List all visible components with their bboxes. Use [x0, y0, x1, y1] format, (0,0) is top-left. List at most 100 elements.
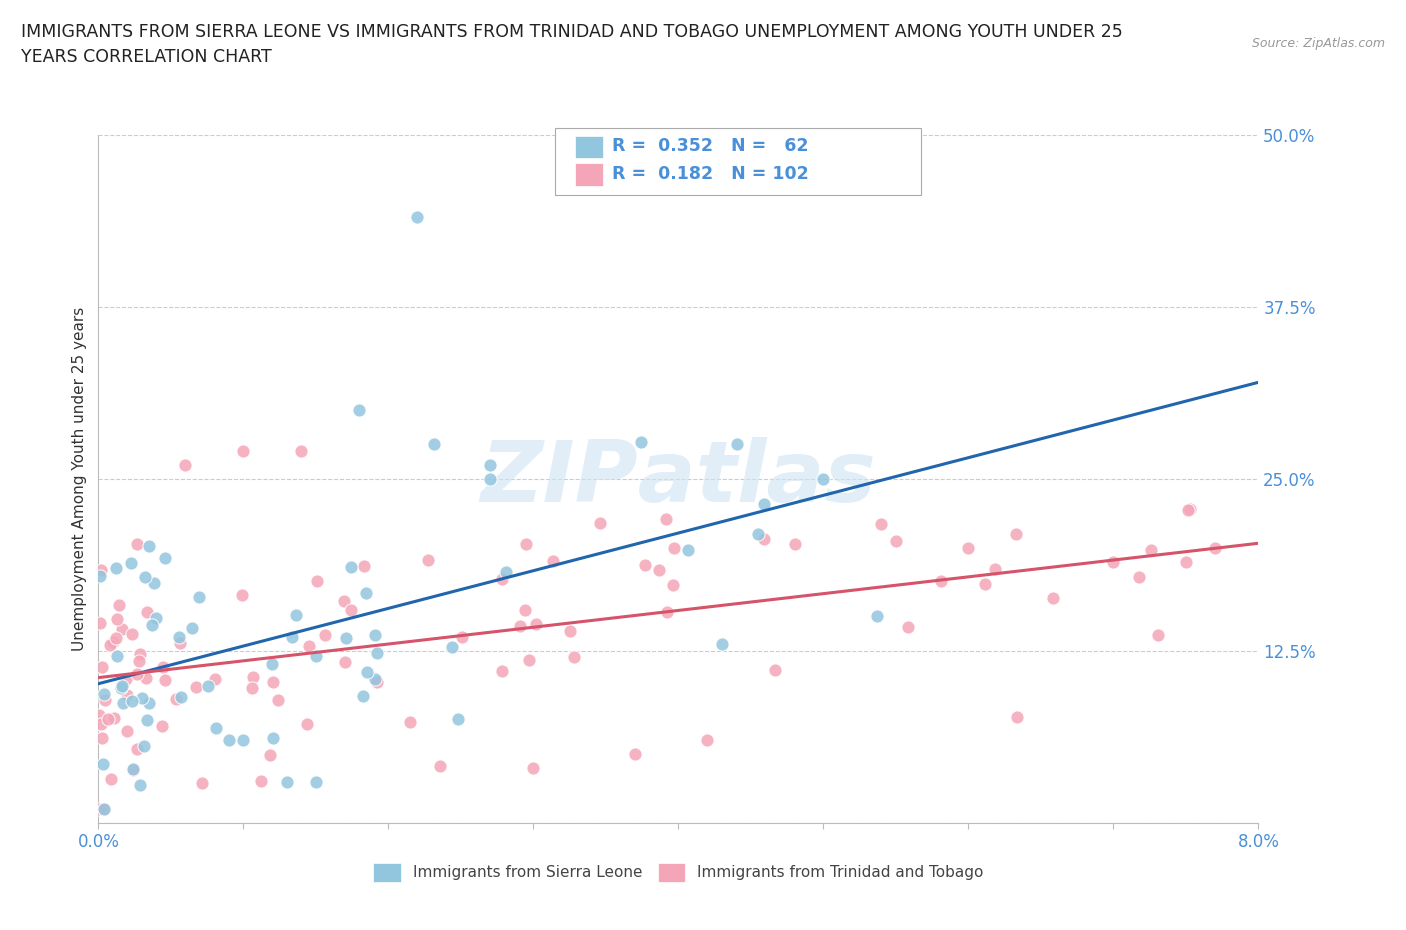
Point — [725, 436, 748, 451]
Point — [121, 626, 143, 641]
Point — [135, 671, 157, 685]
Point — [747, 526, 769, 541]
Point — [249, 774, 271, 789]
Point — [115, 724, 138, 738]
Point — [152, 659, 174, 674]
Point — [122, 763, 145, 777]
Point — [104, 561, 127, 576]
Point — [1204, 540, 1226, 555]
Point — [440, 640, 463, 655]
Point — [366, 674, 388, 689]
Point — [112, 696, 135, 711]
Point — [763, 662, 786, 677]
Point — [869, 517, 891, 532]
Point — [105, 611, 128, 626]
Point — [174, 458, 197, 472]
Point — [93, 686, 115, 701]
Point — [1005, 526, 1028, 541]
Point — [416, 552, 439, 567]
Point — [120, 555, 142, 570]
Point — [262, 675, 284, 690]
Point — [110, 681, 132, 696]
Point — [128, 654, 150, 669]
Point — [153, 551, 176, 565]
Point — [297, 716, 319, 731]
Point — [524, 617, 547, 631]
Point — [333, 655, 356, 670]
Point — [104, 631, 127, 645]
Point — [648, 563, 671, 578]
Point — [89, 616, 111, 631]
Point — [491, 664, 513, 679]
Point — [89, 569, 111, 584]
Point — [138, 696, 160, 711]
Point — [1140, 542, 1163, 557]
Point — [314, 628, 336, 643]
Point — [630, 434, 652, 449]
Point — [696, 733, 718, 748]
Point — [121, 694, 143, 709]
Point — [865, 609, 887, 624]
Point — [184, 680, 207, 695]
Point — [191, 776, 214, 790]
Point — [340, 560, 363, 575]
Point — [973, 577, 995, 591]
Point — [276, 775, 298, 790]
Point — [97, 711, 120, 726]
Point — [522, 761, 544, 776]
Point — [90, 659, 112, 674]
Point — [136, 712, 159, 727]
Point — [131, 690, 153, 705]
Point — [188, 590, 211, 604]
Point — [634, 558, 657, 573]
Point — [93, 802, 115, 817]
Point — [205, 721, 228, 736]
Point — [100, 772, 122, 787]
Point — [145, 610, 167, 625]
Point — [125, 667, 148, 682]
Point — [204, 671, 226, 686]
Point — [262, 731, 284, 746]
Point — [284, 607, 307, 622]
Point — [91, 731, 114, 746]
Point — [491, 571, 513, 586]
Point — [429, 759, 451, 774]
Point — [134, 738, 156, 753]
Point — [89, 717, 111, 732]
Point — [752, 497, 775, 512]
Point — [678, 543, 700, 558]
Point — [115, 671, 138, 686]
Point — [1147, 628, 1170, 643]
Point — [813, 472, 835, 486]
Point — [127, 537, 149, 551]
Point — [655, 512, 678, 526]
Point — [1042, 591, 1064, 605]
Point — [354, 585, 377, 600]
Point — [335, 631, 357, 645]
Point — [1102, 554, 1125, 569]
Point — [929, 574, 952, 589]
Point — [103, 711, 125, 725]
Point — [356, 665, 378, 680]
Point — [896, 619, 918, 634]
Point — [305, 775, 328, 790]
Point — [290, 444, 312, 458]
Point — [281, 630, 304, 644]
Point — [115, 687, 138, 702]
Point — [111, 621, 134, 636]
Point — [267, 692, 290, 707]
Point — [167, 630, 190, 644]
Point — [984, 562, 1007, 577]
Point — [105, 649, 128, 664]
Point — [232, 733, 254, 748]
Point — [138, 538, 160, 553]
Point — [305, 574, 328, 589]
Point — [218, 733, 240, 748]
Point — [128, 646, 150, 661]
Point — [957, 540, 980, 555]
Point — [101, 634, 124, 649]
Point — [588, 516, 610, 531]
Point — [884, 534, 907, 549]
Point — [231, 588, 253, 603]
Point — [495, 565, 517, 579]
